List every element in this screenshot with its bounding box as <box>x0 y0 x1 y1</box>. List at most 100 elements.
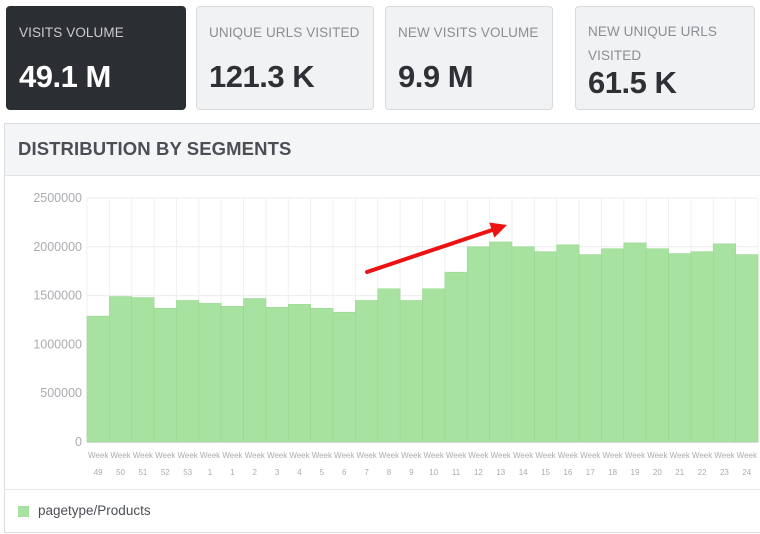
y-tick-label: 1500000 <box>33 289 82 303</box>
bar <box>556 244 580 443</box>
bar <box>623 242 647 443</box>
x-tick-label: Week <box>245 451 266 460</box>
y-tick-label: 2000000 <box>33 240 82 254</box>
x-tick-label: 13 <box>496 468 505 477</box>
x-tick-label: Week <box>446 451 467 460</box>
distribution-panel: DISTRIBUTION BY SEGMENTS 0 500000 1000000 1… <box>4 123 760 533</box>
bar <box>645 248 669 443</box>
x-tick-label: 17 <box>586 468 595 477</box>
x-tick-label: 20 <box>653 468 662 477</box>
x-tick-label: Week <box>155 451 176 460</box>
y-tick-label: 2500000 <box>33 191 82 205</box>
legend-label[interactable]: pagetype/Products <box>38 503 151 518</box>
x-tick-label: Week <box>88 451 109 460</box>
chart-legend: pagetype/Products <box>5 489 760 534</box>
kpi-card-unique-urls-visited[interactable]: UNIQUE URLS VISITED 121.3 K <box>196 6 374 110</box>
panel-header: DISTRIBUTION BY SEGMENTS <box>5 124 760 176</box>
y-tick-label: 500000 <box>40 386 82 400</box>
x-tick-label: Week <box>535 451 556 460</box>
kpi-label: NEW UNIQUE URLS VISITED <box>588 24 718 63</box>
x-tick-label: 16 <box>563 468 572 477</box>
x-tick-label: Week <box>177 451 198 460</box>
bar <box>422 288 446 443</box>
x-tick-label: 1 <box>208 468 213 477</box>
x-tick-label: 8 <box>387 468 392 477</box>
kpi-value: 9.9 M <box>398 59 474 94</box>
bar <box>601 248 625 443</box>
bar <box>466 246 490 443</box>
x-tick-label: Week <box>692 451 713 460</box>
x-tick-label: Week <box>222 451 243 460</box>
x-tick-label: Week <box>714 451 735 460</box>
y-tick-label: 0 <box>75 435 82 449</box>
x-tick-label: 12 <box>474 468 483 477</box>
x-tick-label: Week <box>424 451 445 460</box>
bar <box>735 254 759 443</box>
bar <box>355 300 379 443</box>
bar-chart: 0 500000 1000000 1500000 2000000 2500000 Week 4… <box>33 191 759 477</box>
bar <box>534 251 557 443</box>
kpi-label: VISITS VOLUME <box>19 25 124 40</box>
kpi-card-new-unique-urls-visited[interactable]: NEW UNIQUE URLS VISITED 61.5 K <box>575 6 755 110</box>
x-tick-label: Week <box>110 451 131 460</box>
x-tick-label: 11 <box>452 468 461 477</box>
x-tick-label: 7 <box>364 468 369 477</box>
x-tick-label: Week <box>580 451 601 460</box>
bar <box>198 303 222 443</box>
bar <box>399 300 423 443</box>
x-tick-label: Week <box>625 451 646 460</box>
x-tick-label: Week <box>379 451 400 460</box>
kpi-card-new-visits-volume[interactable]: NEW VISITS VOLUME 9.9 M <box>385 6 553 110</box>
bar <box>332 311 356 443</box>
x-tick-label: Week <box>468 451 489 460</box>
kpi-value: 121.3 K <box>209 59 315 94</box>
x-tick-label: Week <box>401 451 422 460</box>
x-tick-label: 22 <box>698 468 707 477</box>
x-tick-label: Week <box>737 451 758 460</box>
kpi-value: 61.5 K <box>588 65 677 100</box>
x-tick-label: Week <box>513 451 534 460</box>
legend-swatch <box>18 506 29 517</box>
x-tick-label: 52 <box>161 468 170 477</box>
bar <box>310 307 334 443</box>
kpi-value: 49.1 M <box>19 59 111 94</box>
x-tick-label: 4 <box>297 468 302 477</box>
annotation-arrow-head <box>489 222 507 238</box>
kpi-label: UNIQUE URLS VISITED <box>209 25 360 40</box>
bar <box>220 306 244 443</box>
x-tick-label: 23 <box>720 468 729 477</box>
x-tick-label: Week <box>289 451 310 460</box>
x-tick-label: 18 <box>608 468 617 477</box>
x-tick-label: 24 <box>742 468 751 477</box>
x-tick-label: Week <box>647 451 668 460</box>
bar <box>668 253 692 443</box>
kpi-card-visits-volume[interactable]: VISITS VOLUME 49.1 M <box>6 6 186 110</box>
x-tick-label: Week <box>267 451 288 460</box>
x-tick-label: 50 <box>116 468 125 477</box>
kpi-label: NEW VISITS VOLUME <box>398 25 539 40</box>
x-tick-label: 14 <box>519 468 528 477</box>
y-tick-label: 1000000 <box>33 337 82 351</box>
x-tick-label: 53 <box>183 468 192 477</box>
x-tick-label: Week <box>200 451 221 460</box>
bar <box>444 271 468 443</box>
x-tick-label: Week <box>334 451 355 460</box>
x-tick-label: 6 <box>342 468 347 477</box>
x-tick-label: Week <box>491 451 512 460</box>
x-tick-label: Week <box>558 451 579 460</box>
bar <box>153 307 177 443</box>
x-tick-label: Week <box>312 451 333 460</box>
bar <box>265 307 289 443</box>
bar <box>131 297 155 443</box>
bar <box>690 251 714 443</box>
x-tick-label: 19 <box>631 468 640 477</box>
x-tick-label: 21 <box>675 468 684 477</box>
x-tick-label: 1 <box>230 468 235 477</box>
x-tick-label: 3 <box>275 468 280 477</box>
x-tick-label: 51 <box>138 468 147 477</box>
x-tick-label: 2 <box>253 468 258 477</box>
bar <box>712 243 736 443</box>
x-tick-label: Week <box>133 451 154 460</box>
x-tick-label: Week <box>602 451 623 460</box>
bar <box>377 288 401 443</box>
